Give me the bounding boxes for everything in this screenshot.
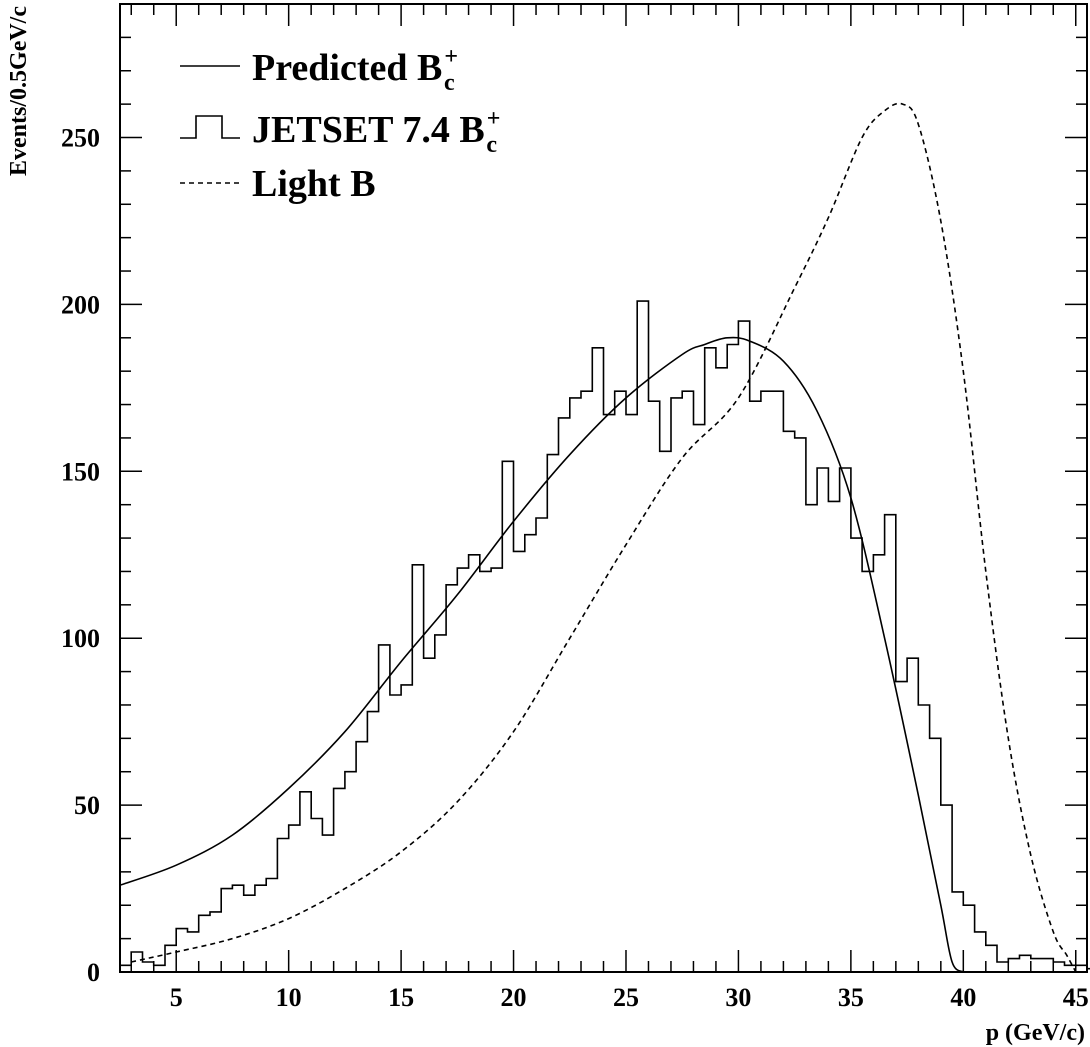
tick-labels: 5 10 15 20 25 30 35 40 45 0 50 100 150 200 250: [61, 124, 1089, 1012]
legend-label-lightb: Light B: [252, 163, 376, 205]
series-jetset-histogram: [120, 300, 1090, 970]
series-lightb-curve: [131, 102, 1077, 973]
x-tick-label: 25: [613, 983, 639, 1012]
x-tick-label: 5: [170, 983, 183, 1012]
x-tick-label: 45: [1063, 983, 1089, 1012]
x-tick-label: 10: [276, 983, 302, 1012]
legend-hist-jetset: [180, 115, 240, 139]
series-predicted-curve: [119, 336, 964, 973]
axis-ticks: [120, 4, 1087, 973]
series-layer: [119, 102, 1090, 973]
y-tick-label: 250: [61, 124, 100, 153]
x-tick-label: 15: [388, 983, 414, 1012]
legend-label-jetset: JETSET 7.4 B+ c: [252, 106, 500, 158]
y-tick-label: 50: [74, 791, 100, 820]
x-tick-label: 30: [725, 983, 751, 1012]
x-axis-title: p (GeV/c): [986, 1020, 1085, 1046]
legend: Predicted B+ c JETSET 7.4 B+ c Light B: [180, 44, 500, 205]
y-tick-label: 0: [87, 958, 100, 987]
histogram-steps: [120, 300, 1090, 970]
y-tick-label: 100: [61, 624, 100, 653]
legend-label-predicted: Predicted B+ c: [252, 44, 458, 96]
x-tick-label: 40: [950, 983, 976, 1012]
y-tick-label: 150: [61, 457, 100, 486]
x-tick-label: 35: [838, 983, 864, 1012]
x-tick-label: 20: [501, 983, 527, 1012]
y-axis-title: Events/0.5GeV/c: [6, 6, 32, 176]
y-tick-label: 200: [61, 290, 100, 319]
